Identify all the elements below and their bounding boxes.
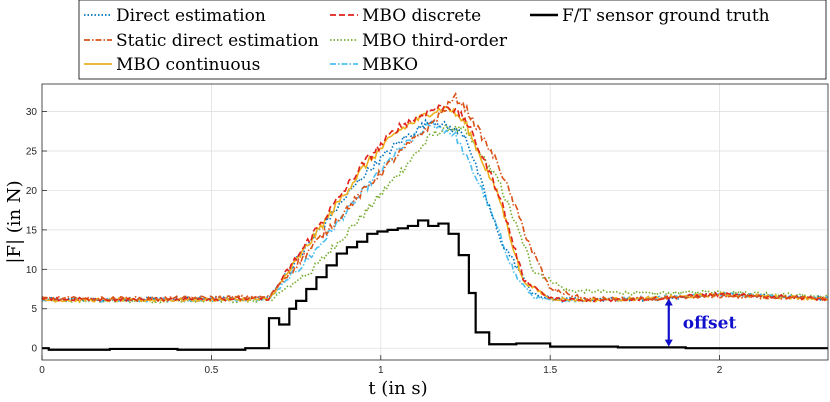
offset-label: offset xyxy=(683,314,737,334)
y-tick-label: 25 xyxy=(26,147,38,158)
y-tick-label: 10 xyxy=(26,265,38,276)
y-tick-label: 5 xyxy=(31,304,37,315)
x-tick-label: 1 xyxy=(378,365,384,376)
series-group xyxy=(41,91,829,351)
legend-label: F/T sensor ground truth xyxy=(562,6,770,26)
y-tick-label: 15 xyxy=(26,225,38,236)
legend-label: MBO third-order xyxy=(362,31,508,51)
legend-label: MBO continuous xyxy=(116,55,260,75)
offset-arrow-head-up xyxy=(664,298,673,306)
y-axis-label: |F| (in N) xyxy=(4,180,25,263)
x-tick-label: 0.5 xyxy=(204,365,218,376)
legend-label: Static direct estimation xyxy=(116,31,319,51)
legend-label: MBKO xyxy=(362,55,418,75)
x-tick-label: 2 xyxy=(717,365,723,376)
offset-annotation: offset xyxy=(664,298,737,347)
series-line-f-t-sensor-ground-truth xyxy=(42,219,828,351)
legend-label: MBO discrete xyxy=(362,6,481,26)
plot-area xyxy=(42,84,828,360)
series-line-static-direct-estimation xyxy=(41,91,829,303)
series-line-mbo-discrete xyxy=(41,104,829,303)
legend-label: Direct estimation xyxy=(116,6,266,26)
offset-arrow-head-down xyxy=(664,339,673,347)
legend-box xyxy=(78,0,827,80)
y-tick-label: 30 xyxy=(26,107,38,118)
plot-frame xyxy=(41,83,829,361)
x-tick-label: 1.5 xyxy=(543,365,557,376)
x-axis-label: t (in s) xyxy=(368,378,427,399)
x-tick-label: 0 xyxy=(39,365,45,376)
legend: Direct estimation MBO discrete F/T sensor … xyxy=(84,6,770,75)
y-tick-label: 0 xyxy=(31,344,37,355)
y-tick-label: 20 xyxy=(26,186,38,197)
